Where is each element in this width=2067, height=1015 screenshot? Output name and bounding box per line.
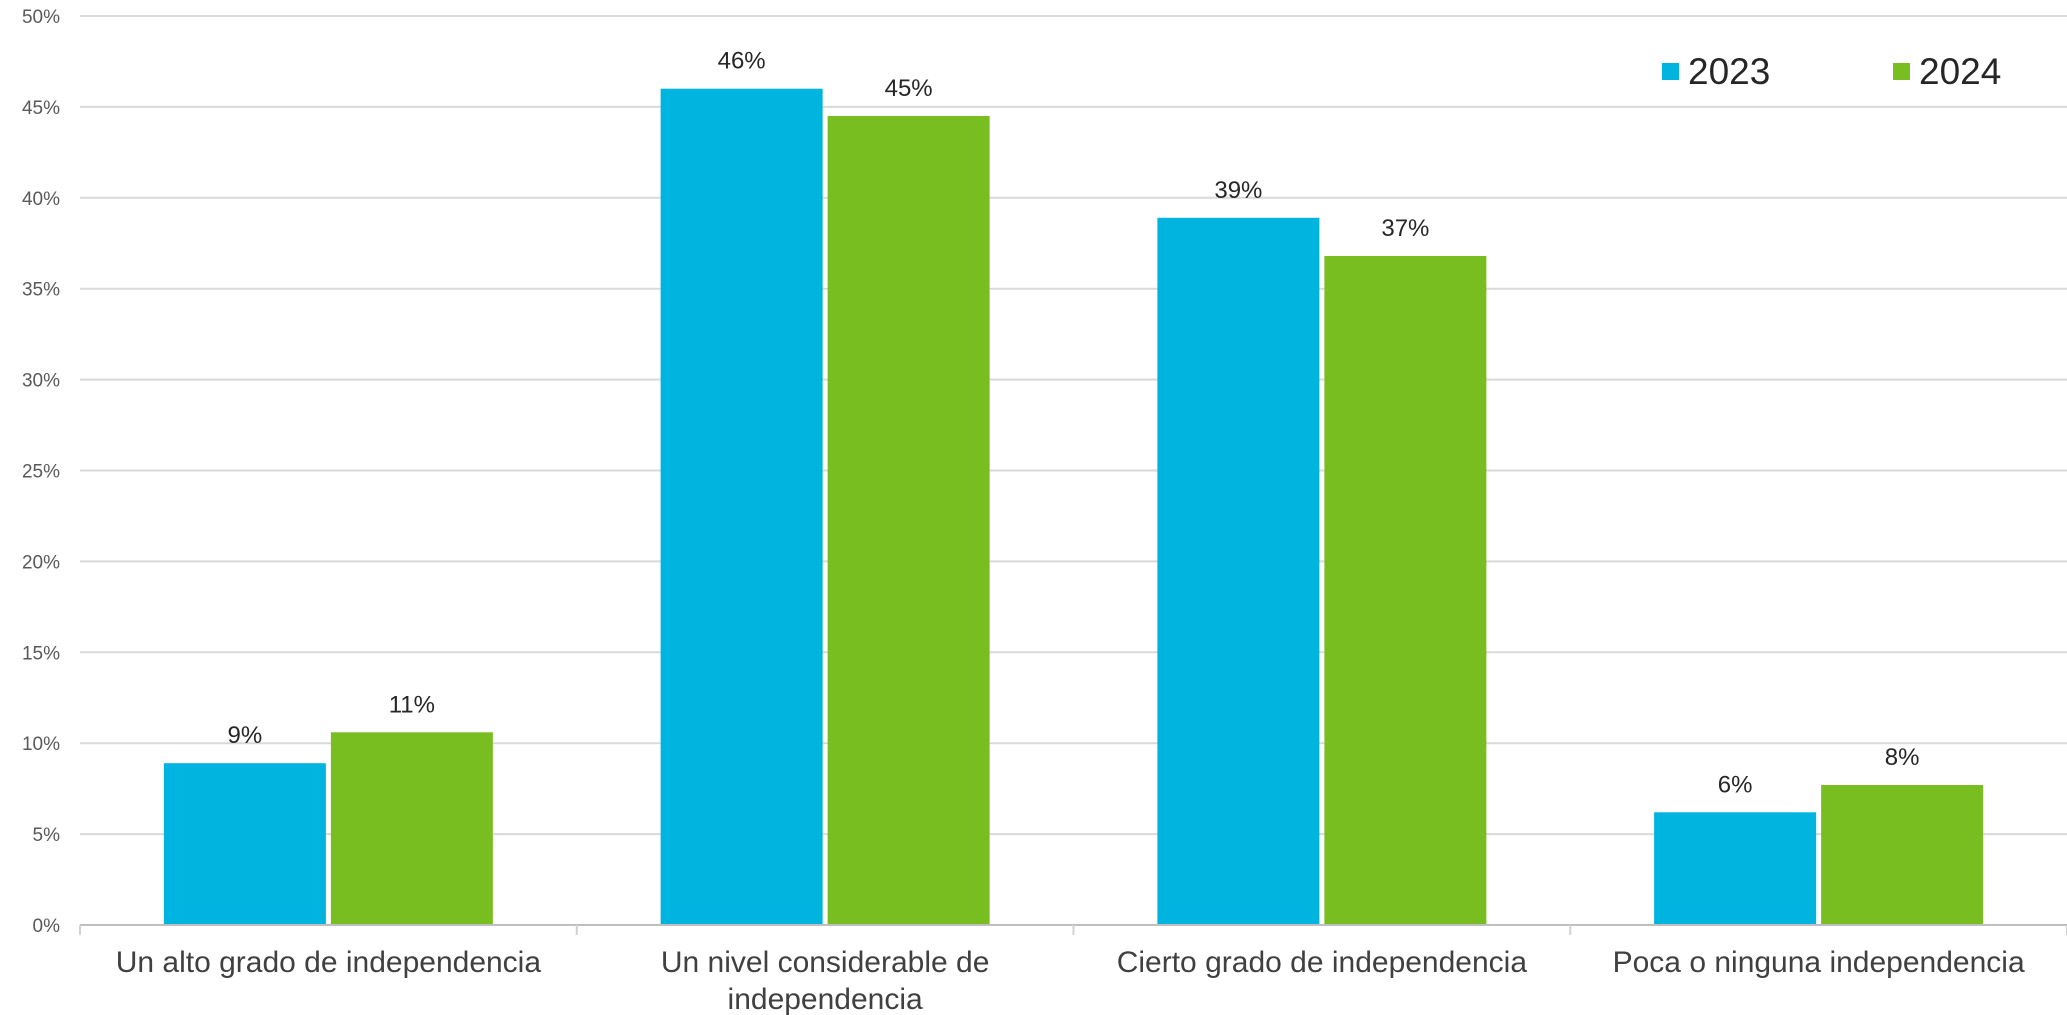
- y-tick-label: 15%: [22, 643, 60, 664]
- y-tick-label: 20%: [22, 552, 60, 573]
- y-tick-label: 5%: [33, 825, 61, 846]
- bar-2024-4: [1821, 785, 1984, 925]
- data-label: 11%: [389, 691, 435, 718]
- data-label: 6%: [1718, 771, 1753, 798]
- legend-label-2024: 2024: [1919, 51, 2001, 92]
- bar-2024-3: [1324, 255, 1487, 925]
- y-tick-label: 25%: [22, 462, 60, 483]
- x-tick-label: Un nivel considerable de: [661, 946, 990, 979]
- x-axis: Un alto grado de independencia Un nivel c…: [79, 924, 2067, 1015]
- bars: [163, 88, 1984, 926]
- legend-swatch-2023: [1662, 63, 1679, 80]
- x-tick-label: Poca o ninguna independencia: [1613, 946, 2025, 979]
- x-tick-label: Cierto grado de independencia: [1117, 946, 1528, 979]
- data-label: 9%: [228, 722, 263, 749]
- y-tick-label: 35%: [22, 280, 60, 301]
- data-labels: 9% 46% 39% 6% 11% 45% 37% 8%: [228, 48, 1920, 799]
- bar-2023-3: [1157, 217, 1320, 926]
- y-tick-label: 45%: [22, 98, 60, 119]
- legend-swatch-2024: [1893, 63, 1910, 80]
- legend: 2023 2024: [1662, 51, 2001, 92]
- data-label: 45%: [885, 75, 933, 102]
- bar-2023-4: [1654, 812, 1817, 925]
- gridlines: [80, 15, 2067, 836]
- data-label: 39%: [1214, 177, 1262, 204]
- y-tick-label: 50%: [22, 7, 60, 28]
- bar-2024-1: [330, 732, 493, 925]
- x-tick-label: Un alto grado de independencia: [116, 946, 542, 979]
- legend-label-2023: 2023: [1688, 51, 1770, 92]
- y-tick-label: 0%: [33, 916, 61, 937]
- y-axis: 0% 5% 10% 15% 20% 25% 30% 35% 40% 45% 50%: [22, 7, 60, 937]
- bar-2023-1: [163, 763, 326, 925]
- y-tick-label: 40%: [22, 189, 60, 210]
- data-label: 46%: [718, 48, 766, 75]
- data-label: 37%: [1381, 215, 1429, 242]
- y-tick-label: 30%: [22, 371, 60, 392]
- y-tick-label: 10%: [22, 734, 60, 755]
- x-tick-label: independencia: [728, 983, 923, 1015]
- bar-2024-2: [827, 115, 990, 926]
- bar-2023-2: [660, 88, 823, 926]
- data-label: 8%: [1885, 744, 1920, 771]
